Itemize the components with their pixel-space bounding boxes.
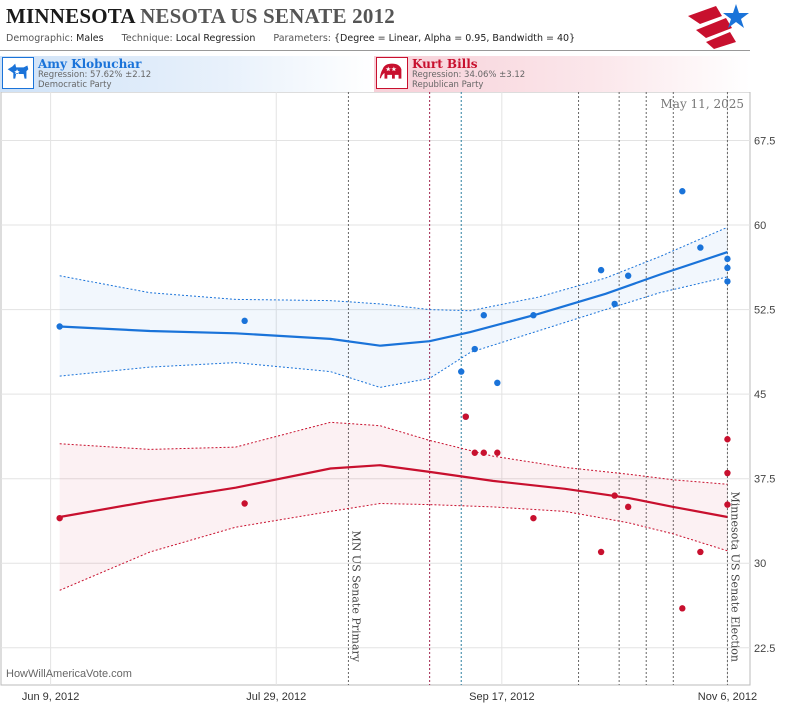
candidate-panel-rep: Kurt Bills Regression: 34.06% ±3.12 Repu… xyxy=(374,56,750,92)
confidence-band xyxy=(59,227,728,388)
series-group xyxy=(56,188,731,420)
site-credit: HowWillAmericaVote.com xyxy=(6,668,132,680)
lower-bound-line xyxy=(59,502,728,591)
poll-point xyxy=(597,266,605,274)
poll-point xyxy=(56,514,63,522)
demographic-label: Demographic: xyxy=(6,33,74,44)
y-tick-label: 60 xyxy=(754,220,766,232)
parameters-value: {Degree = Linear, Alpha = 0.95, Bandwidt… xyxy=(334,33,576,44)
y-tick-label: 52.5 xyxy=(754,305,775,317)
poll-point xyxy=(597,548,605,556)
y-tick-label: 22.5 xyxy=(754,643,775,655)
candidate-panel-dem: Amy Klobuchar Regression: 57.62% ±2.12 D… xyxy=(0,56,374,92)
poll-point xyxy=(494,379,501,387)
poll-point xyxy=(56,323,63,330)
upper-bound-line xyxy=(59,226,728,312)
page-title: MINNESOTA NESOTA US SENATE 2012 xyxy=(6,4,395,29)
dem-party: Democratic Party xyxy=(38,80,112,90)
polling-chart: 22.5 30 37.5 45 52.5 60 67.5 Jun 9, 2012 Jul 29,… xyxy=(0,92,775,703)
poll-point xyxy=(624,503,632,511)
rep-party: Republican Party xyxy=(412,80,484,90)
title-state: MINNESOTA xyxy=(6,4,135,28)
poll-point xyxy=(471,345,478,353)
event-label: MN US Senate Primary xyxy=(349,531,362,663)
rep-candidate-name: Kurt Bills xyxy=(412,57,478,71)
poll-point xyxy=(471,449,478,456)
x-tick-label: Jul 29, 2012 xyxy=(246,691,306,703)
poll-point xyxy=(241,317,248,325)
poll-point xyxy=(679,605,686,612)
technique-value: Local Regression xyxy=(175,33,256,44)
demographic-value: Males xyxy=(76,33,104,44)
y-tick-label: 67.5 xyxy=(754,135,775,147)
poll-point xyxy=(697,244,704,251)
x-tick-label: Nov 6, 2012 xyxy=(698,691,757,703)
plot-area xyxy=(0,92,751,686)
poll-point xyxy=(724,469,731,477)
poll-point xyxy=(724,278,731,285)
poll-point xyxy=(494,449,501,456)
poll-point xyxy=(530,514,537,522)
poll-point xyxy=(462,413,469,420)
poll-point xyxy=(679,188,686,195)
upper-bound-line xyxy=(59,421,728,485)
x-tick-label: Jun 9, 2012 xyxy=(22,691,80,703)
poll-point xyxy=(624,272,632,279)
trend-line xyxy=(59,464,728,519)
poll-point xyxy=(611,300,618,308)
poll-point xyxy=(697,548,704,556)
dem-candidate-name: Amy Klobuchar xyxy=(38,57,142,71)
poll-point xyxy=(241,500,248,507)
poll-point xyxy=(724,501,731,508)
donkey-icon xyxy=(2,57,34,89)
header: MINNESOTA NESOTA US SENATE 2012 Demograp… xyxy=(0,0,789,52)
event-label: Minnesota US Senate Election xyxy=(728,492,741,662)
poll-point xyxy=(724,255,731,263)
y-tick-label: 45 xyxy=(754,389,766,401)
rep-regression: Regression: 34.06% ±3.12 xyxy=(412,70,526,80)
x-tick-label: Sep 17, 2012 xyxy=(469,691,534,703)
y-tick-label: 30 xyxy=(754,558,766,570)
title-rest: NESOTA US SENATE 2012 xyxy=(140,4,395,28)
poll-point xyxy=(611,492,618,499)
technique-label: Technique: xyxy=(121,33,173,44)
confidence-band xyxy=(59,422,728,591)
parameters-line: Demographic: Males Technique: Local Regr… xyxy=(6,33,575,44)
trend-line xyxy=(59,251,728,347)
elephant-icon xyxy=(376,57,408,89)
poll-point xyxy=(480,312,487,319)
site-logo xyxy=(688,4,749,49)
poll-point xyxy=(530,312,537,319)
dem-regression: Regression: 57.62% ±2.12 xyxy=(38,70,152,80)
poll-point xyxy=(480,449,487,456)
poll-point xyxy=(724,264,731,272)
y-tick-label: 37.5 xyxy=(754,474,775,486)
date-label: May 11, 2025 xyxy=(661,97,744,111)
series-group xyxy=(56,413,731,612)
poll-point xyxy=(458,368,465,375)
poll-point xyxy=(724,436,731,443)
parameters-label: Parameters: xyxy=(273,33,331,44)
